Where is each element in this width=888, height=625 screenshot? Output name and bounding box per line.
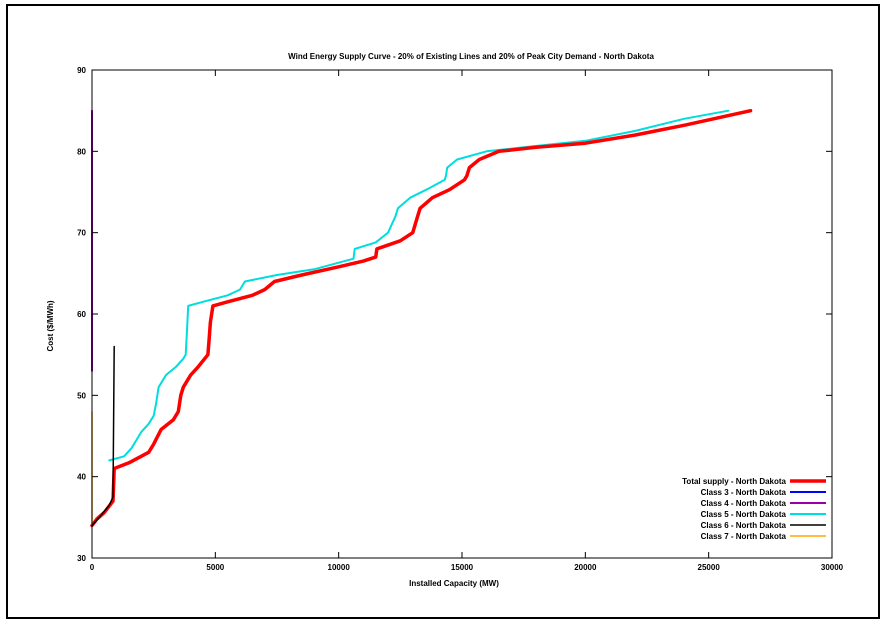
x-tick-label: 5000 bbox=[206, 563, 224, 572]
x-tick-label: 15000 bbox=[451, 563, 474, 572]
series-line-class-5 bbox=[108, 109, 730, 462]
x-tick-label: 0 bbox=[90, 563, 95, 572]
legend-label: Class 3 - North Dakota bbox=[701, 488, 787, 497]
x-tick-label: 10000 bbox=[328, 563, 351, 572]
legend-label: Class 6 - North Dakota bbox=[701, 521, 787, 530]
x-tick-label: 25000 bbox=[698, 563, 721, 572]
legend-label: Class 5 - North Dakota bbox=[701, 510, 787, 519]
chart-title: Wind Energy Supply Curve - 20% of Existi… bbox=[288, 52, 654, 61]
y-tick-label: 60 bbox=[77, 310, 86, 319]
y-tick-label: 70 bbox=[77, 229, 86, 238]
y-tick-label: 40 bbox=[77, 473, 86, 482]
y-tick-label: 30 bbox=[77, 554, 86, 563]
y-tick-label: 80 bbox=[77, 147, 86, 156]
legend-label: Total supply - North Dakota bbox=[682, 477, 786, 486]
legend-label: Class 7 - North Dakota bbox=[701, 532, 787, 541]
legend-label: Class 4 - North Dakota bbox=[701, 499, 787, 508]
x-tick-label: 20000 bbox=[574, 563, 597, 572]
y-tick-label: 90 bbox=[77, 66, 86, 75]
x-axis-label: Installed Capacity (MW) bbox=[409, 579, 499, 588]
y-axis-label: Cost ($/MWh) bbox=[46, 300, 55, 351]
legend: Total supply - North Dakota Class 3 - Nor… bbox=[682, 477, 826, 541]
plot-area bbox=[90, 108, 753, 528]
x-tick-label: 30000 bbox=[821, 563, 844, 572]
figure-frame: Wind Energy Supply Curve - 20% of Existi… bbox=[6, 4, 880, 619]
series-line-total-supply bbox=[90, 108, 753, 528]
supply-curve-chart: Wind Energy Supply Curve - 20% of Existi… bbox=[46, 52, 844, 588]
axis-ticks: 0 5000 10000 15000 20000 25000 30000 30 40 50 60 70… bbox=[77, 66, 844, 572]
series-line-class-6 bbox=[91, 345, 115, 527]
y-tick-label: 50 bbox=[77, 391, 86, 400]
